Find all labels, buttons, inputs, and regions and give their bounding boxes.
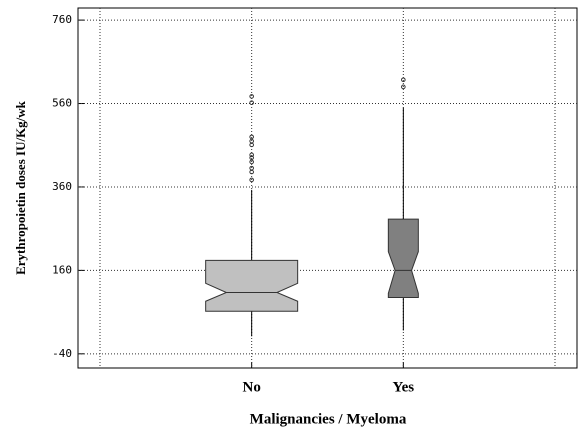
- outlier: [249, 177, 254, 183]
- y-tick-label: 360: [52, 180, 72, 193]
- plot-frame: [77, 7, 578, 369]
- x-tick-label: No: [242, 379, 260, 395]
- x-axis-label: Malignancies / Myeloma: [250, 411, 407, 427]
- y-tick-label: 760: [52, 13, 72, 26]
- outlier: [401, 84, 406, 90]
- y-tick-label: 560: [52, 97, 72, 110]
- y-axis-label: Erythropoietin doses IU/Kg/wk: [13, 100, 28, 275]
- outlier: [249, 134, 254, 140]
- box: [205, 259, 299, 312]
- outlier: [249, 100, 254, 105]
- outlier: [401, 77, 406, 83]
- y-tick-label: -40: [52, 347, 72, 360]
- outlier: [249, 138, 254, 144]
- outlier: [249, 152, 254, 158]
- outlier: [249, 155, 254, 161]
- y-tick-label: 160: [52, 263, 72, 276]
- outlier: [249, 165, 254, 171]
- x-tick-label: Yes: [392, 379, 414, 395]
- box: [387, 218, 419, 299]
- outlier: [249, 159, 254, 165]
- outlier: [249, 94, 254, 99]
